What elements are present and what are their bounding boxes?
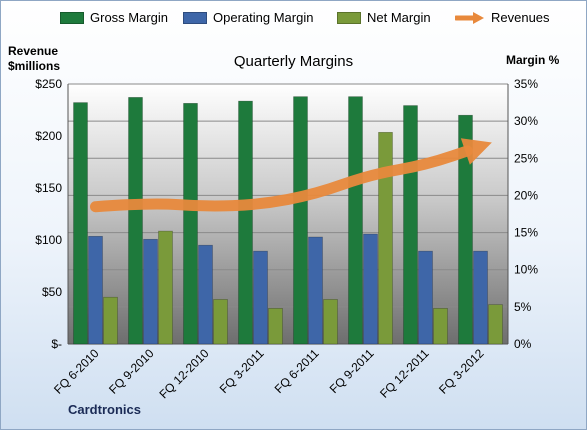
bar-gross-margin [238, 100, 253, 345]
bar-operating-margin [253, 250, 268, 345]
x-tick-label: FQ 9-2010 [106, 346, 157, 397]
bar-gross-margin [403, 105, 418, 345]
y-left-tick-label: $150 [35, 181, 62, 195]
bar-net-margin [323, 299, 338, 345]
legend-label-gross: Gross Margin [90, 10, 169, 25]
x-tick-label: FQ 3-2011 [217, 346, 267, 396]
y-left-tick-label: $50 [42, 285, 62, 299]
y-right-tick-label: 5% [514, 300, 532, 314]
x-tick-label: FQ 6-2011 [272, 346, 322, 396]
y-right-tick-label: 15% [514, 226, 538, 240]
bar-operating-margin [418, 250, 433, 345]
legend-operating-margin: Operating Margin [183, 10, 313, 25]
y-axis-left-label-line1: Revenue [8, 44, 59, 58]
bar-gross-margin [128, 97, 143, 345]
y-left-tick-label: $250 [35, 77, 62, 91]
bar-gross-margin [73, 102, 88, 345]
bar-net-margin [158, 230, 173, 345]
y-axis-left-label-line2: $millions [8, 59, 61, 73]
y-axis-left-label: Revenue $millions [8, 44, 60, 74]
bar-operating-margin [308, 236, 323, 345]
legend-label-revenues: Revenues [491, 10, 550, 25]
bar-operating-margin [143, 238, 158, 345]
legend-label-net: Net Margin [367, 10, 431, 25]
bar-gross-margin [183, 103, 198, 345]
bar-gross-margin [348, 96, 363, 345]
x-tick-label: FQ 6-2010 [51, 346, 102, 397]
bar-operating-margin [363, 233, 378, 345]
x-tick-label: FQ 12-2011 [377, 346, 432, 401]
y-axis-right-label: Margin % [506, 53, 560, 67]
y-right-tick-label: 10% [514, 263, 538, 277]
legend-swatch-gross [60, 11, 84, 24]
legend-revenues: Revenues [455, 10, 550, 25]
bar-operating-margin [473, 250, 488, 345]
y-right-tick-label: 35% [514, 77, 538, 91]
legend-swatch-net [337, 11, 361, 24]
bar-net-margin [103, 296, 118, 345]
y-right-tick-label: 30% [514, 114, 538, 128]
y-left-tick-label: $100 [35, 233, 62, 247]
legend-label-operating: Operating Margin [213, 10, 314, 25]
y-right-tick-label: 0% [514, 337, 532, 351]
bar-operating-margin [198, 244, 213, 345]
y-left-tick-label: $- [51, 337, 62, 351]
legend-arrow-icon [455, 11, 484, 24]
y-right-tick-label: 25% [514, 151, 538, 165]
legend-swatch-operating [183, 11, 207, 24]
revenues-arrowhead [460, 138, 492, 165]
bar-gross-margin [458, 114, 473, 345]
revenues-line [90, 145, 473, 213]
x-tick-label: FQ 3-2012 [436, 346, 487, 397]
bar-net-margin [488, 304, 503, 345]
bar-gross-margin [293, 96, 308, 345]
bar-operating-margin [88, 235, 103, 345]
y-left-tick-label: $200 [35, 129, 62, 143]
legend-net-margin: Net Margin [337, 10, 431, 25]
company-name: Cardtronics [68, 402, 141, 417]
x-tick-label: FQ 12-2010 [156, 346, 211, 401]
chart-title: Quarterly Margins [233, 53, 354, 70]
legend-gross-margin: Gross Margin [60, 10, 168, 25]
bar-net-margin [433, 308, 448, 345]
bar-net-margin [378, 131, 393, 345]
bar-net-margin [213, 299, 228, 345]
y-right-tick-label: 20% [514, 188, 538, 202]
bar-net-margin [268, 308, 283, 345]
x-tick-label: FQ 9-2011 [327, 346, 377, 396]
